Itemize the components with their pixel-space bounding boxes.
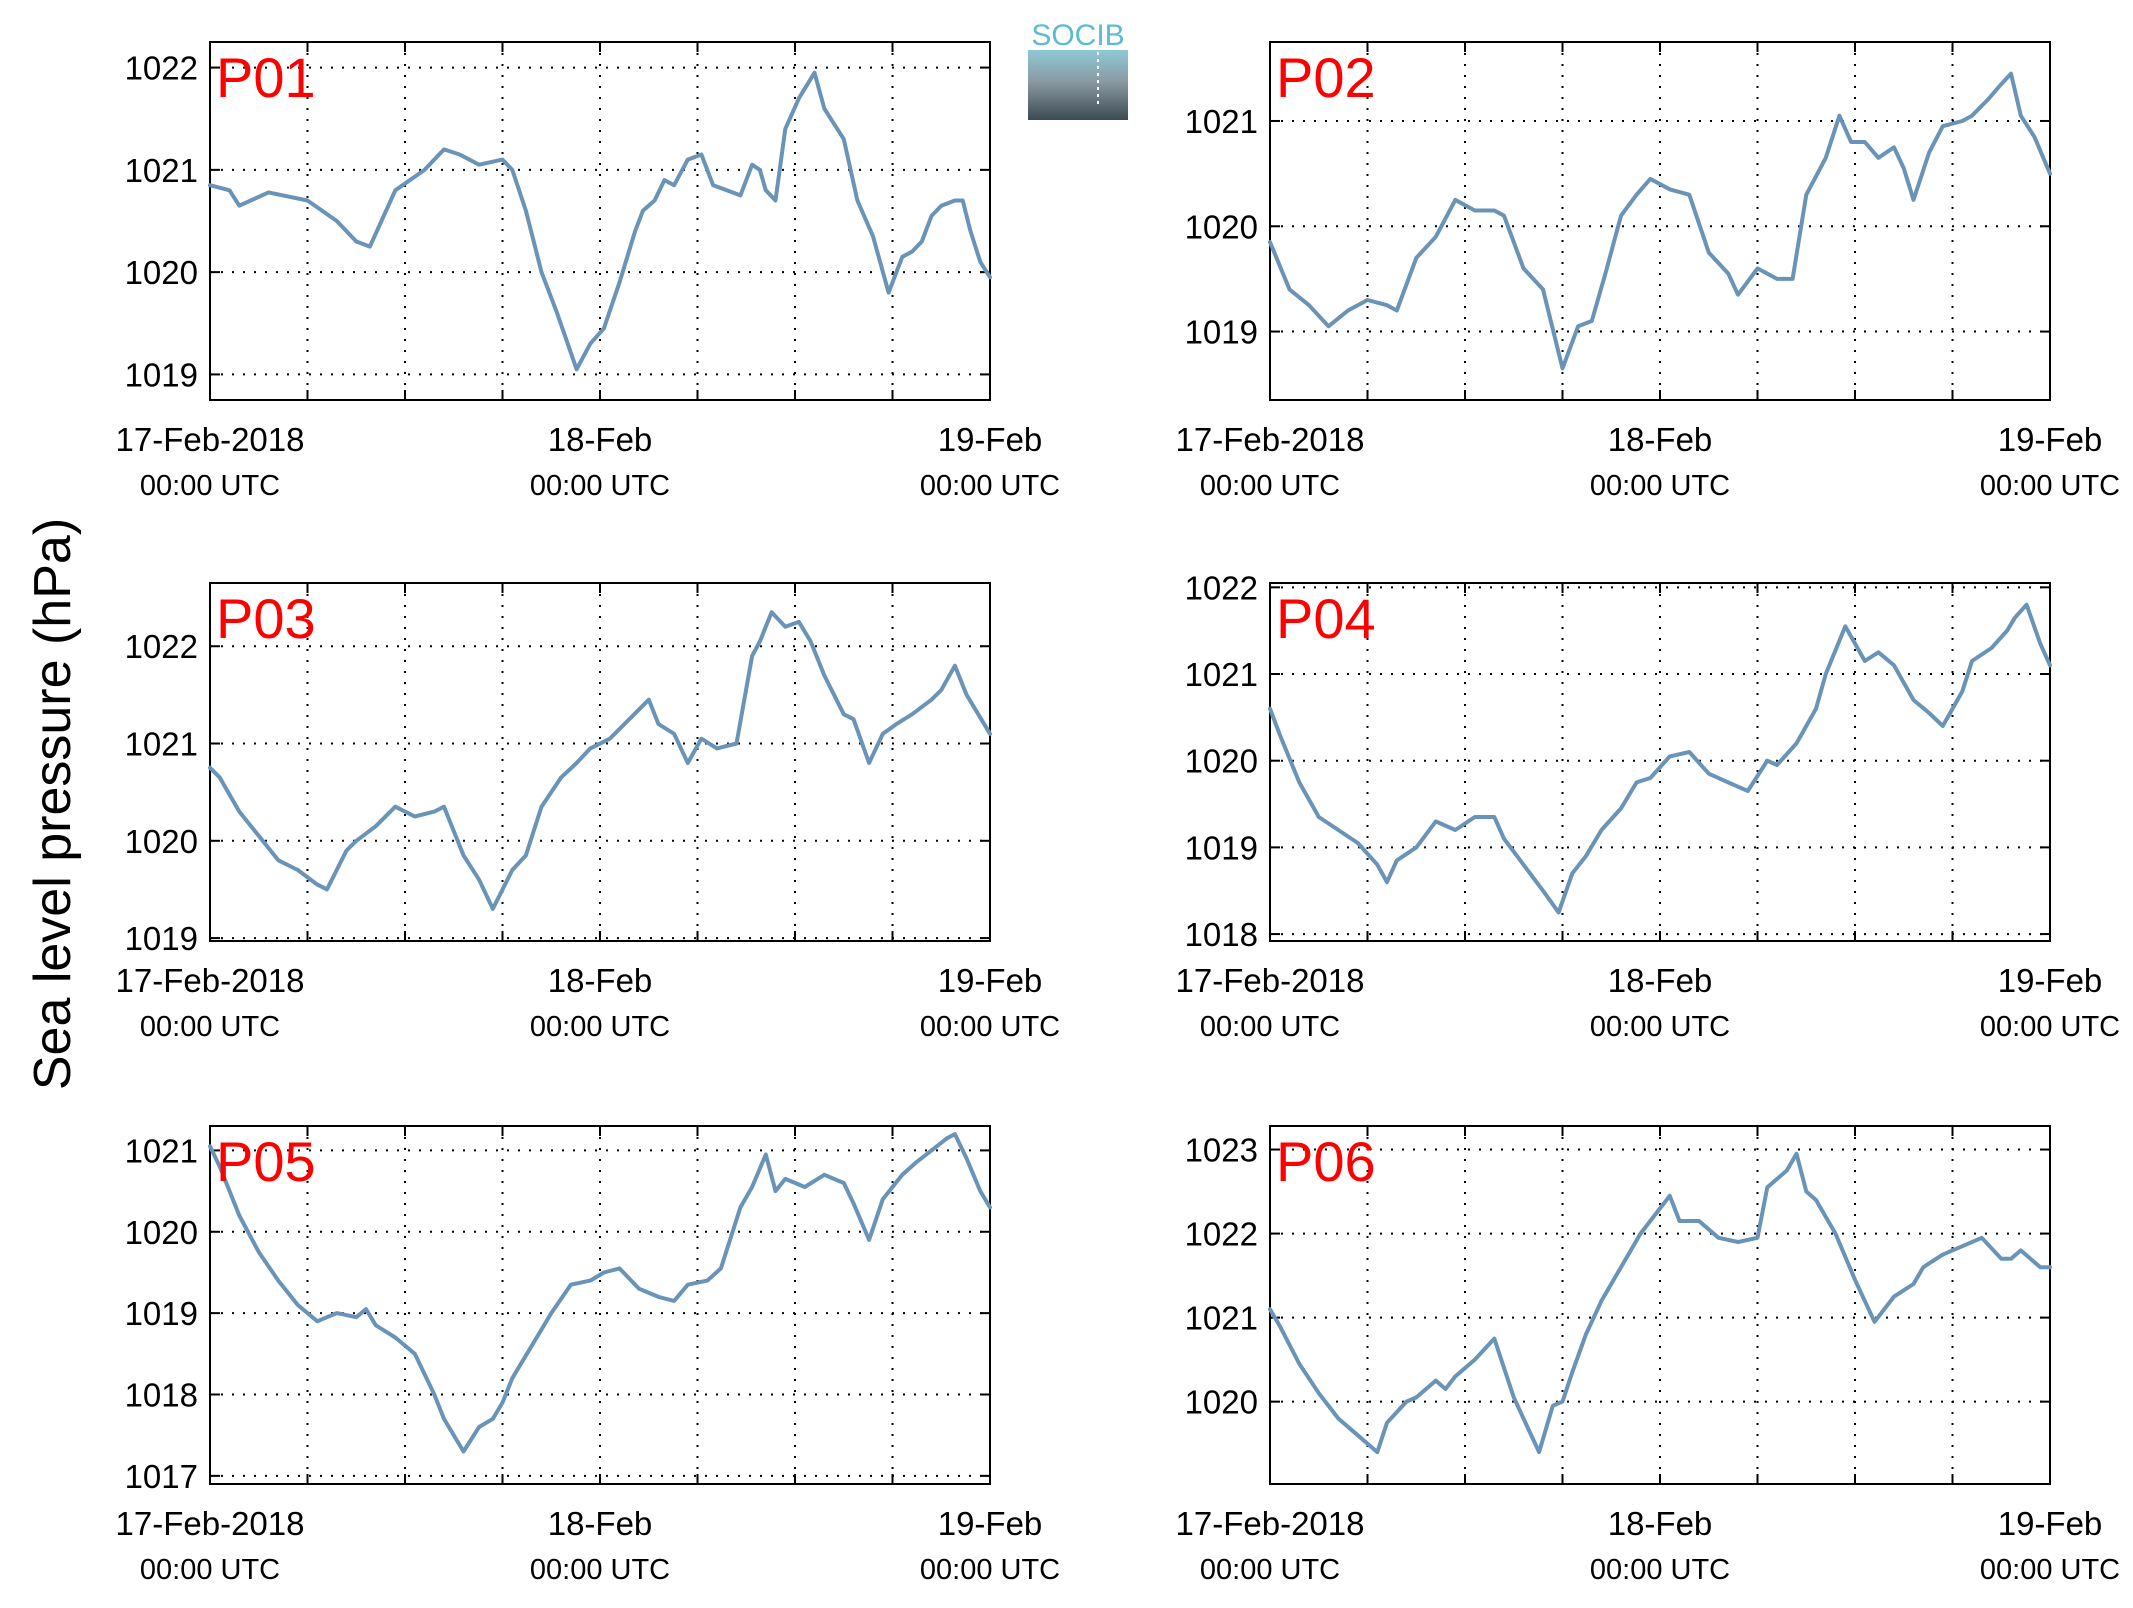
x-tick-sublabel: 00:00 UTC	[920, 1011, 1060, 1043]
x-tick-label: 18-Feb	[1608, 421, 1713, 458]
x-tick-sublabel: 00:00 UTC	[920, 1554, 1060, 1586]
x-tick-sublabel: 00:00 UTC	[1200, 1011, 1340, 1043]
plot-frame	[1269, 41, 2051, 401]
y-tick-label: 1018	[1185, 916, 1258, 953]
panel-p06: 1020 1021 1022 1023 17-Feb-2018 00:00 UTC 18-F…	[1176, 1125, 2120, 1586]
x-tick-label: 19-Feb	[938, 1505, 1043, 1542]
x-tick-label: 19-Feb	[1998, 1505, 2103, 1542]
x-tick-sublabel: 00:00 UTC	[140, 470, 280, 502]
series-line-p02	[1268, 71, 2052, 371]
x-tick-label: 19-Feb	[1998, 962, 2103, 999]
panel-label: P02	[1276, 46, 1376, 109]
y-tick-label: 1019	[125, 920, 198, 957]
x-tick-sublabel: 00:00 UTC	[1200, 470, 1340, 502]
panel-label: P03	[216, 587, 316, 650]
y-tick-label: 1021	[1185, 103, 1258, 140]
y-tick-label: 1020	[125, 1214, 198, 1251]
x-tick-label: 18-Feb	[548, 962, 653, 999]
x-tick-sublabel: 00:00 UTC	[1980, 1554, 2120, 1586]
x-tick-label: 18-Feb	[548, 1505, 653, 1542]
y-tick-label: 1021	[125, 152, 198, 189]
panel-label: P01	[216, 46, 316, 109]
panel-p01: 1019 1020 1021 1022 17-Feb-2018 00:00 UTC 18-F…	[116, 41, 1060, 502]
x-tick-sublabel: 00:00 UTC	[1980, 1011, 2120, 1043]
panel-label: P05	[216, 1130, 316, 1193]
y-tick-label: 1022	[1185, 569, 1258, 606]
x-tick-label: 19-Feb	[938, 962, 1043, 999]
x-tick-sublabel: 00:00 UTC	[530, 1554, 670, 1586]
x-tick-sublabel: 00:00 UTC	[530, 470, 670, 502]
series-line-p06	[1268, 1151, 2052, 1455]
x-tick-label: 17-Feb-2018	[1176, 962, 1365, 999]
y-tick-label: 1020	[1185, 743, 1258, 780]
series-line-p04	[1268, 602, 2052, 915]
panels: 1019 1020 1021 1022 17-Feb-2018 00:00 UTC 18-F…	[116, 41, 2121, 1586]
y-tick-label: 1021	[1185, 656, 1258, 693]
x-tick-sublabel: 00:00 UTC	[1980, 470, 2120, 502]
panel-p02: 1019 1020 1021 17-Feb-2018 00:00 UTC 18-Feb 00…	[1176, 41, 2120, 502]
y-tick-label: 1021	[125, 726, 198, 763]
y-tick-label: 1023	[1185, 1132, 1258, 1169]
x-tick-sublabel: 00:00 UTC	[530, 1011, 670, 1043]
plot-frame	[209, 1125, 991, 1485]
plot-frame	[209, 41, 991, 401]
x-tick-label: 18-Feb	[548, 421, 653, 458]
y-tick-label: 1021	[1185, 1300, 1258, 1337]
logo-text: SOCIB	[1031, 19, 1124, 52]
y-tick-label: 1019	[125, 1295, 198, 1332]
x-tick-label: 17-Feb-2018	[116, 962, 305, 999]
socib-logo: SOCIB	[1028, 19, 1128, 120]
panel-label: P06	[1276, 1130, 1376, 1193]
plot-frame	[1269, 1125, 2051, 1485]
series-line-p03	[208, 610, 992, 911]
y-tick-label: 1018	[125, 1377, 198, 1414]
y-tick-label: 1022	[1185, 1216, 1258, 1253]
y-tick-label: 1019	[125, 356, 198, 393]
panel-p04: 1018 1019 1020 1021 1022 17-Feb-2018 00:00 UTC…	[1176, 569, 2121, 1043]
plot-frame	[209, 582, 991, 942]
x-tick-label: 18-Feb	[1608, 1505, 1713, 1542]
y-tick-label: 1022	[125, 628, 198, 665]
x-tick-sublabel: 00:00 UTC	[1590, 1011, 1730, 1043]
y-tick-label: 1019	[1185, 829, 1258, 866]
x-tick-label: 17-Feb-2018	[116, 421, 305, 458]
panel-p03: 1019 1020 1021 1022 17-Feb-2018 00:00 UTC 18-F…	[116, 582, 1060, 1043]
y-axis-label: Sea level pressure (hPa)	[24, 518, 82, 1090]
panel-p05: 1017 1018 1019 1020 1021 17-Feb-2018 00:00 UTC…	[116, 1125, 1060, 1586]
y-tick-label: 1017	[125, 1458, 198, 1495]
x-tick-label: 19-Feb	[938, 421, 1043, 458]
x-tick-sublabel: 00:00 UTC	[1200, 1554, 1340, 1586]
panel-label: P04	[1276, 587, 1376, 650]
x-tick-sublabel: 00:00 UTC	[140, 1011, 280, 1043]
x-tick-label: 18-Feb	[1608, 962, 1713, 999]
series-line-p01	[208, 70, 992, 372]
y-tick-label: 1021	[125, 1132, 198, 1169]
x-tick-sublabel: 00:00 UTC	[1590, 1554, 1730, 1586]
y-tick-label: 1020	[125, 254, 198, 291]
x-tick-sublabel: 00:00 UTC	[140, 1554, 280, 1586]
y-tick-label: 1020	[1185, 208, 1258, 245]
x-tick-label: 17-Feb-2018	[1176, 1505, 1365, 1542]
y-tick-label: 1020	[1185, 1384, 1258, 1421]
series-line-p05	[208, 1132, 992, 1454]
plot-frame	[1269, 582, 2051, 942]
x-tick-label: 19-Feb	[1998, 421, 2103, 458]
y-tick-label: 1022	[125, 50, 198, 87]
y-tick-label: 1020	[125, 823, 198, 860]
x-tick-sublabel: 00:00 UTC	[1590, 470, 1730, 502]
x-tick-label: 17-Feb-2018	[1176, 421, 1365, 458]
x-tick-label: 17-Feb-2018	[116, 1505, 305, 1542]
x-tick-sublabel: 00:00 UTC	[920, 470, 1060, 502]
y-tick-label: 1019	[1185, 314, 1258, 351]
